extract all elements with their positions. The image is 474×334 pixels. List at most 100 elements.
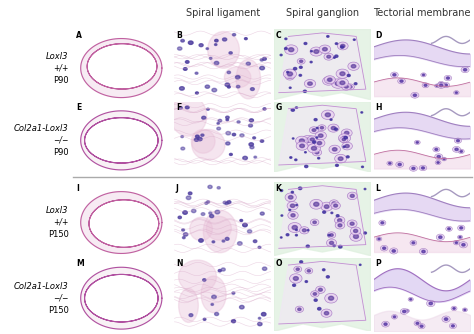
Circle shape	[211, 304, 213, 305]
Circle shape	[283, 69, 297, 79]
Circle shape	[182, 229, 184, 231]
Circle shape	[227, 71, 230, 73]
Circle shape	[340, 46, 344, 48]
Circle shape	[437, 162, 439, 163]
Circle shape	[141, 67, 145, 69]
Circle shape	[362, 166, 364, 168]
Text: Loxl3: Loxl3	[46, 52, 69, 61]
Circle shape	[321, 110, 334, 120]
Circle shape	[310, 199, 323, 209]
Circle shape	[318, 308, 321, 310]
Circle shape	[297, 58, 305, 64]
Circle shape	[300, 60, 303, 62]
Circle shape	[335, 43, 337, 44]
Text: P150: P150	[48, 306, 69, 315]
Text: P90: P90	[53, 76, 69, 85]
Circle shape	[178, 216, 182, 219]
Circle shape	[460, 227, 463, 229]
Polygon shape	[107, 213, 140, 235]
Circle shape	[179, 107, 182, 109]
Circle shape	[413, 94, 417, 97]
Circle shape	[462, 308, 467, 312]
Circle shape	[456, 140, 459, 142]
Circle shape	[457, 235, 463, 239]
Circle shape	[342, 138, 346, 141]
Circle shape	[314, 299, 317, 301]
Circle shape	[232, 292, 235, 294]
Circle shape	[217, 187, 220, 189]
Circle shape	[295, 107, 298, 109]
Circle shape	[250, 88, 255, 91]
Circle shape	[239, 305, 244, 309]
Circle shape	[260, 140, 264, 142]
Circle shape	[240, 134, 244, 137]
Circle shape	[312, 149, 322, 156]
Circle shape	[455, 138, 462, 143]
Circle shape	[245, 38, 247, 40]
Circle shape	[293, 67, 297, 70]
Circle shape	[292, 284, 296, 286]
Circle shape	[331, 79, 345, 88]
Circle shape	[323, 77, 334, 85]
Circle shape	[201, 213, 205, 215]
Circle shape	[202, 116, 206, 119]
Circle shape	[354, 229, 358, 232]
Polygon shape	[274, 182, 371, 256]
Circle shape	[254, 240, 257, 242]
Circle shape	[203, 279, 206, 281]
Circle shape	[291, 191, 293, 193]
Polygon shape	[110, 134, 132, 147]
Circle shape	[378, 238, 380, 240]
Circle shape	[232, 33, 236, 36]
Circle shape	[445, 84, 447, 86]
Circle shape	[424, 84, 427, 86]
Text: O: O	[275, 259, 282, 268]
Circle shape	[328, 77, 336, 83]
Circle shape	[333, 245, 335, 246]
Circle shape	[215, 39, 218, 42]
Circle shape	[321, 309, 332, 317]
Circle shape	[416, 322, 419, 324]
Circle shape	[115, 207, 118, 210]
Circle shape	[323, 47, 327, 51]
Polygon shape	[279, 262, 366, 324]
Circle shape	[299, 74, 301, 76]
Circle shape	[381, 245, 388, 251]
Circle shape	[337, 219, 342, 222]
Circle shape	[392, 250, 395, 252]
Polygon shape	[104, 56, 137, 77]
Circle shape	[182, 236, 185, 239]
Circle shape	[298, 308, 301, 311]
Polygon shape	[104, 130, 139, 151]
Circle shape	[422, 83, 429, 88]
Circle shape	[449, 323, 456, 329]
Circle shape	[209, 212, 212, 214]
Circle shape	[218, 270, 221, 272]
Circle shape	[116, 294, 127, 303]
Circle shape	[186, 196, 191, 199]
Circle shape	[327, 239, 337, 247]
Circle shape	[226, 132, 230, 135]
Circle shape	[313, 221, 316, 224]
Circle shape	[310, 291, 319, 297]
Ellipse shape	[192, 130, 225, 160]
Circle shape	[141, 221, 145, 224]
Circle shape	[289, 196, 293, 199]
Circle shape	[408, 297, 413, 301]
Polygon shape	[98, 207, 147, 241]
Circle shape	[319, 45, 331, 53]
Circle shape	[281, 215, 283, 216]
Text: Col2a1-Loxl3: Col2a1-Loxl3	[14, 124, 69, 133]
Circle shape	[296, 136, 308, 145]
Circle shape	[287, 71, 289, 73]
Circle shape	[442, 82, 450, 88]
Circle shape	[237, 86, 240, 88]
Circle shape	[205, 85, 210, 88]
Text: K: K	[275, 184, 281, 193]
Circle shape	[337, 42, 348, 50]
Circle shape	[281, 237, 282, 238]
Circle shape	[410, 299, 412, 300]
Circle shape	[319, 288, 322, 291]
Circle shape	[260, 212, 264, 215]
Circle shape	[350, 194, 354, 197]
